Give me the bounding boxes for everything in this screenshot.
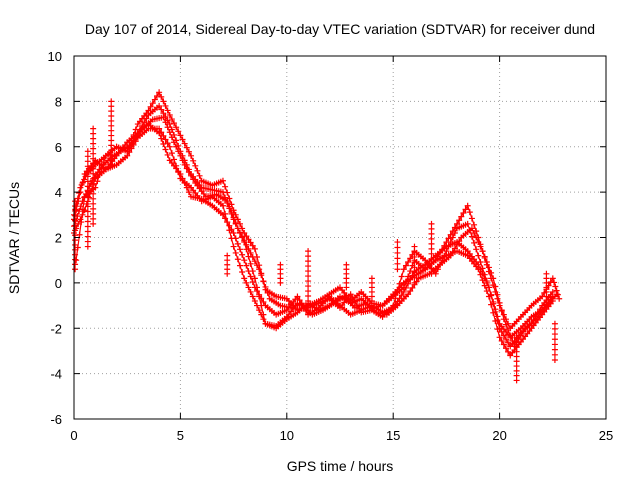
spike-marker bbox=[72, 198, 79, 273]
spike-marker bbox=[305, 248, 312, 305]
spike-marker bbox=[108, 98, 115, 168]
x-tick-label: 20 bbox=[492, 428, 506, 443]
spike-marker bbox=[411, 243, 418, 286]
y-tick-label: 8 bbox=[55, 94, 62, 109]
y-tick-label: -6 bbox=[50, 412, 62, 427]
spike-marker bbox=[368, 275, 375, 305]
series-layer bbox=[71, 89, 563, 384]
x-tick-label: 5 bbox=[177, 428, 184, 443]
spike-marker bbox=[90, 125, 97, 227]
y-tick-label: -4 bbox=[50, 367, 62, 382]
spike-marker bbox=[394, 239, 401, 273]
series-markers-track-b bbox=[71, 114, 561, 350]
y-tick-label: 2 bbox=[55, 231, 62, 246]
y-tick-label: 6 bbox=[55, 140, 62, 155]
series-markers-track-e bbox=[73, 102, 556, 350]
y-tick-label: 0 bbox=[55, 276, 62, 291]
spike-marker bbox=[84, 148, 91, 250]
x-tick-label: 10 bbox=[280, 428, 294, 443]
x-tick-label: 0 bbox=[70, 428, 77, 443]
y-tick-label: 10 bbox=[48, 49, 62, 64]
spike-marker bbox=[224, 252, 231, 277]
spike-marker bbox=[513, 334, 520, 384]
y-tick-label: -2 bbox=[50, 321, 62, 336]
x-tick-label: 15 bbox=[386, 428, 400, 443]
x-tick-label: 25 bbox=[599, 428, 613, 443]
spike-marker bbox=[551, 320, 558, 364]
chart-title: Day 107 of 2014, Sidereal Day-to-day VTE… bbox=[85, 21, 595, 37]
axes: 0 5 10 15 20 25 -6 -4 -2 0 2 4 6 8 10 bbox=[48, 49, 614, 443]
spike-marker bbox=[543, 270, 550, 300]
y-axis-title: SDTVAR / TECUs bbox=[6, 182, 22, 294]
x-axis-title: GPS time / hours bbox=[287, 458, 394, 474]
series-track-b bbox=[73, 116, 558, 347]
spike-marker bbox=[277, 261, 284, 286]
series-markers-track-d bbox=[71, 125, 556, 359]
y-tick-label: 4 bbox=[55, 185, 62, 200]
spike-marker bbox=[343, 261, 350, 291]
spike-marker bbox=[428, 220, 435, 277]
